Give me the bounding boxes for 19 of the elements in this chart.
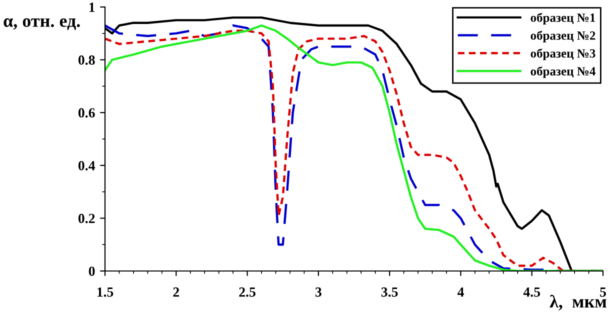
legend-label: образец №4 (530, 66, 596, 78)
x-tick-label: 4.5 (523, 287, 540, 297)
y-tick-label: 0 (88, 266, 95, 276)
x-tick-label: 5 (600, 288, 606, 297)
x-tick-label: 2.5 (239, 287, 256, 297)
legend-label: образец №2 (530, 30, 596, 42)
y-tick-label: 1 (89, 2, 95, 12)
x-tick-label: 3 (315, 287, 322, 297)
legend-label: образец №1 (530, 12, 596, 24)
legend-label: образец №3 (530, 48, 596, 60)
x-tick-label: 2 (173, 287, 180, 297)
y-tick-label: 0.8 (78, 55, 95, 65)
y-tick-label: 0.2 (78, 214, 95, 224)
x-tick-label: 1.5 (97, 287, 114, 297)
x-tick-label: 3.5 (381, 287, 398, 297)
y-axis-title: α, отн. ед. (4, 18, 80, 30)
y-tick-label: 0.4 (78, 160, 96, 170)
y-tick-label: 0.6 (78, 108, 95, 118)
x-tick-label: 4 (457, 287, 464, 297)
